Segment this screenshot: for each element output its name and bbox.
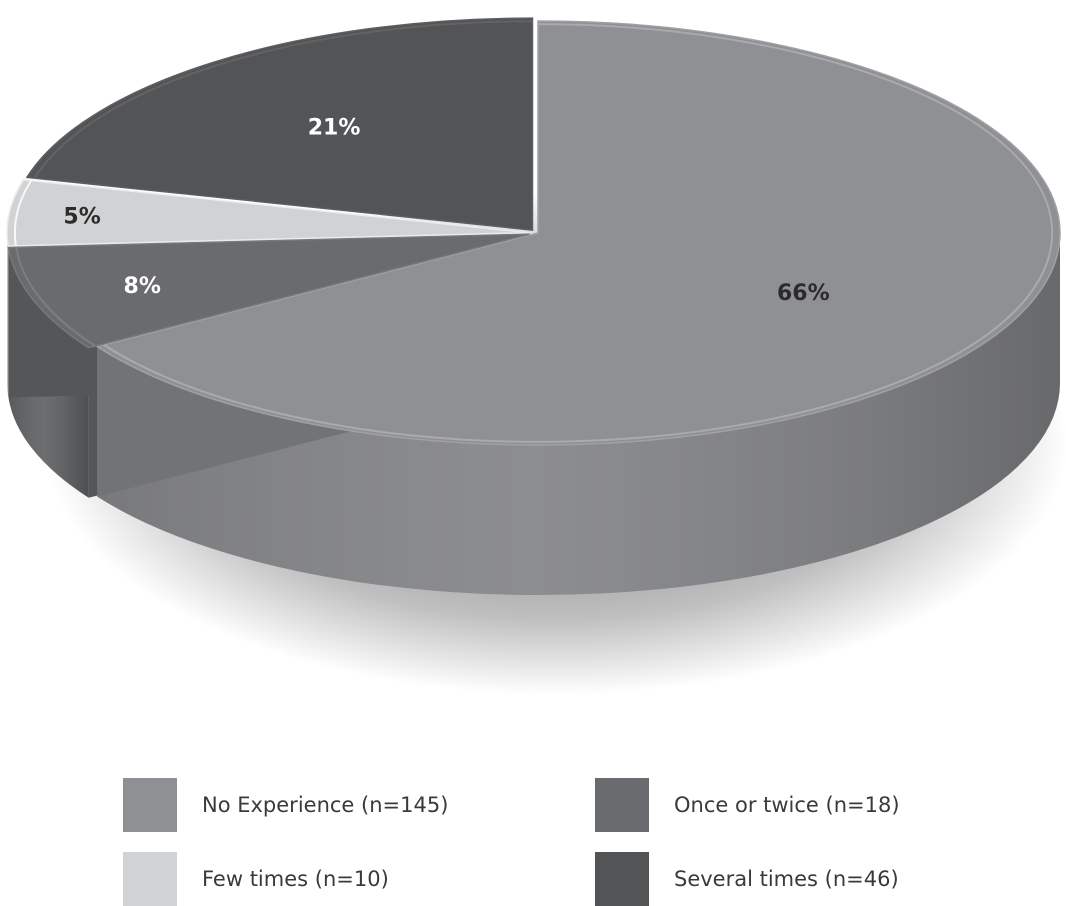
slice-label-1: 8% bbox=[124, 274, 161, 299]
pie-slice-side-shading-0 bbox=[97, 233, 1061, 595]
pie-slice-rim-1 bbox=[15, 247, 96, 347]
slice-label-2: 5% bbox=[63, 205, 100, 230]
pie-slice-2 bbox=[6, 179, 530, 247]
pie-slice-rim-2 bbox=[13, 180, 32, 246]
slice-label-3: 21% bbox=[308, 115, 361, 140]
pie-slice-1 bbox=[7, 233, 530, 349]
pie-slice-3 bbox=[25, 17, 534, 231]
slice-label-0: 66% bbox=[777, 281, 830, 306]
pie-slice-side-shading-2 bbox=[7, 232, 9, 396]
pie-slice-rim-3 bbox=[33, 20, 533, 179]
pie-slice-0 bbox=[95, 20, 1061, 446]
pie-slice-rim-0 bbox=[103, 23, 1054, 443]
